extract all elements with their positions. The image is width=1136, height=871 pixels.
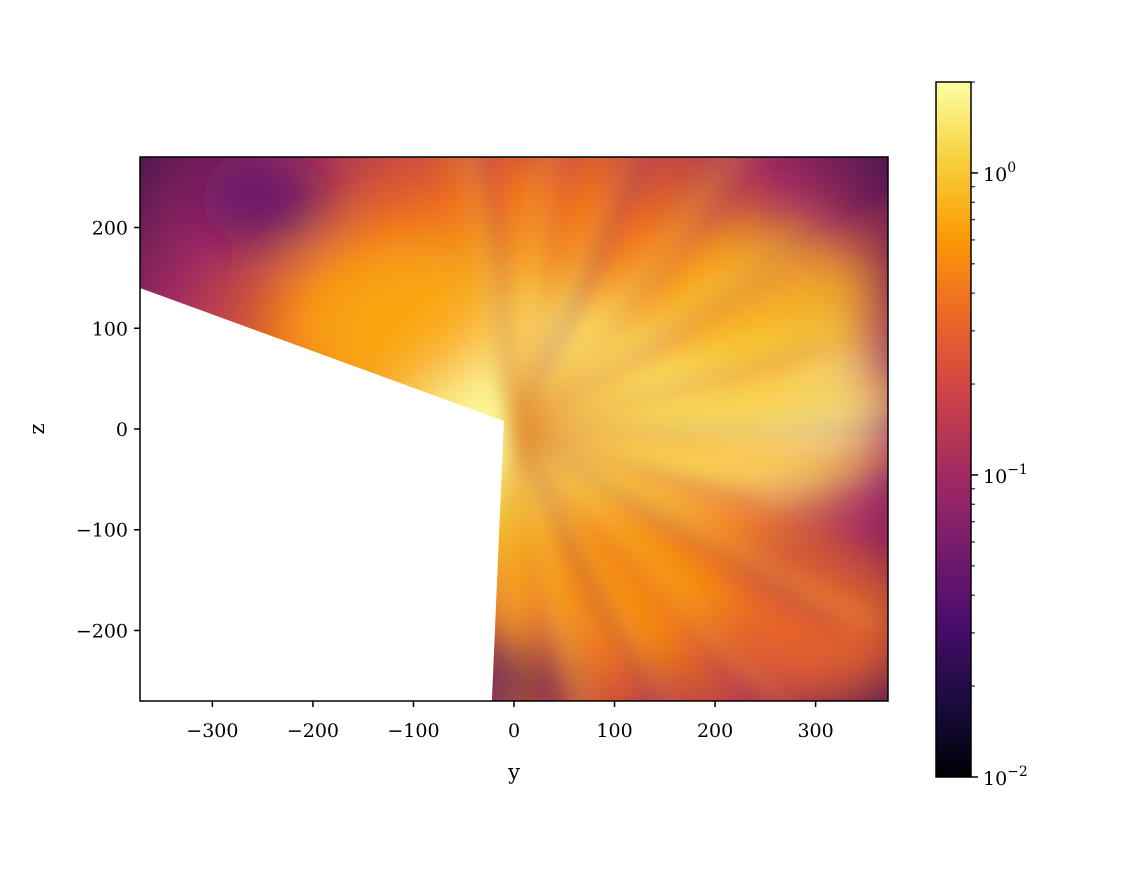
- heatmap-ray: [513, 290, 870, 431]
- heatmap-ray: [509, 169, 530, 430]
- x-tick-label: −300: [186, 720, 238, 742]
- heatmap-feature: [199, 157, 327, 243]
- y-tick-label: 0: [116, 419, 128, 441]
- x-tick-label: −100: [387, 720, 439, 742]
- masked-region: [140, 287, 504, 701]
- y-tick-label: −100: [76, 520, 128, 542]
- heatmap-ray: [510, 214, 758, 433]
- heatmap-ray: [509, 428, 537, 701]
- heatmap-ray: [512, 315, 849, 434]
- y-tick-label: 100: [92, 318, 128, 340]
- heatmap-feature: [281, 240, 506, 397]
- heatmap-ray: [512, 157, 569, 430]
- heatmap-ray: [511, 209, 888, 434]
- heatmap-ray: [510, 425, 737, 701]
- heatmap-ray: [509, 165, 644, 432]
- heatmap-ray: [511, 424, 878, 628]
- heatmap-ray: [464, 157, 519, 430]
- x-tick-label: 100: [596, 720, 632, 742]
- y-axis-ticks: 200 100 0 −100 −200: [76, 218, 140, 642]
- heatmap-ray: [513, 427, 888, 446]
- heatmap-ray: [513, 424, 888, 468]
- heatmap-ray: [512, 428, 548, 701]
- x-tick-label: −200: [287, 720, 339, 742]
- y-tick-label: 200: [92, 218, 128, 240]
- heatmap-ray: [511, 426, 784, 701]
- x-tick-label: 200: [697, 720, 733, 742]
- colorbar-ticks: 10−2 10−1 100: [971, 81, 1028, 790]
- heatmap-ray: [512, 157, 702, 431]
- heatmap-ray: [510, 425, 740, 619]
- heatmap-ray: [512, 187, 888, 431]
- colorbar: 10−2 10−1 100: [935, 81, 1028, 790]
- y-tick-label: −200: [76, 620, 128, 642]
- heatmap-ray: [511, 157, 683, 431]
- x-tick-label: 0: [508, 720, 520, 742]
- heatmap-ray: [453, 157, 516, 430]
- x-tick-label: 300: [797, 720, 833, 742]
- colorbar-gradient: [935, 81, 972, 778]
- heatmap-ray: [510, 157, 726, 433]
- colorbar-tick-label: 10−1: [983, 462, 1028, 488]
- heatmap-plot-area: [140, 157, 888, 701]
- y-axis-label: z: [25, 423, 49, 434]
- heatmap-ray: [509, 426, 658, 701]
- x-axis-ticks: −300 −200 −100 0 100 200 300: [186, 701, 834, 742]
- heatmap-ray: [512, 427, 757, 701]
- heatmap-ray: [509, 157, 587, 431]
- heatmap-ray: [509, 427, 594, 701]
- heatmap-rays: [437, 157, 888, 701]
- colorbar-tick-label: 10−2: [983, 764, 1028, 790]
- x-axis-label: y: [507, 760, 520, 784]
- heatmap-ray: [513, 427, 888, 609]
- heatmap-ray: [437, 157, 517, 430]
- heatmap-ray: [512, 428, 606, 701]
- colorbar-tick-label: 100: [983, 160, 1016, 186]
- heatmap-ray: [513, 381, 888, 434]
- heatmap-ray: [512, 424, 765, 509]
